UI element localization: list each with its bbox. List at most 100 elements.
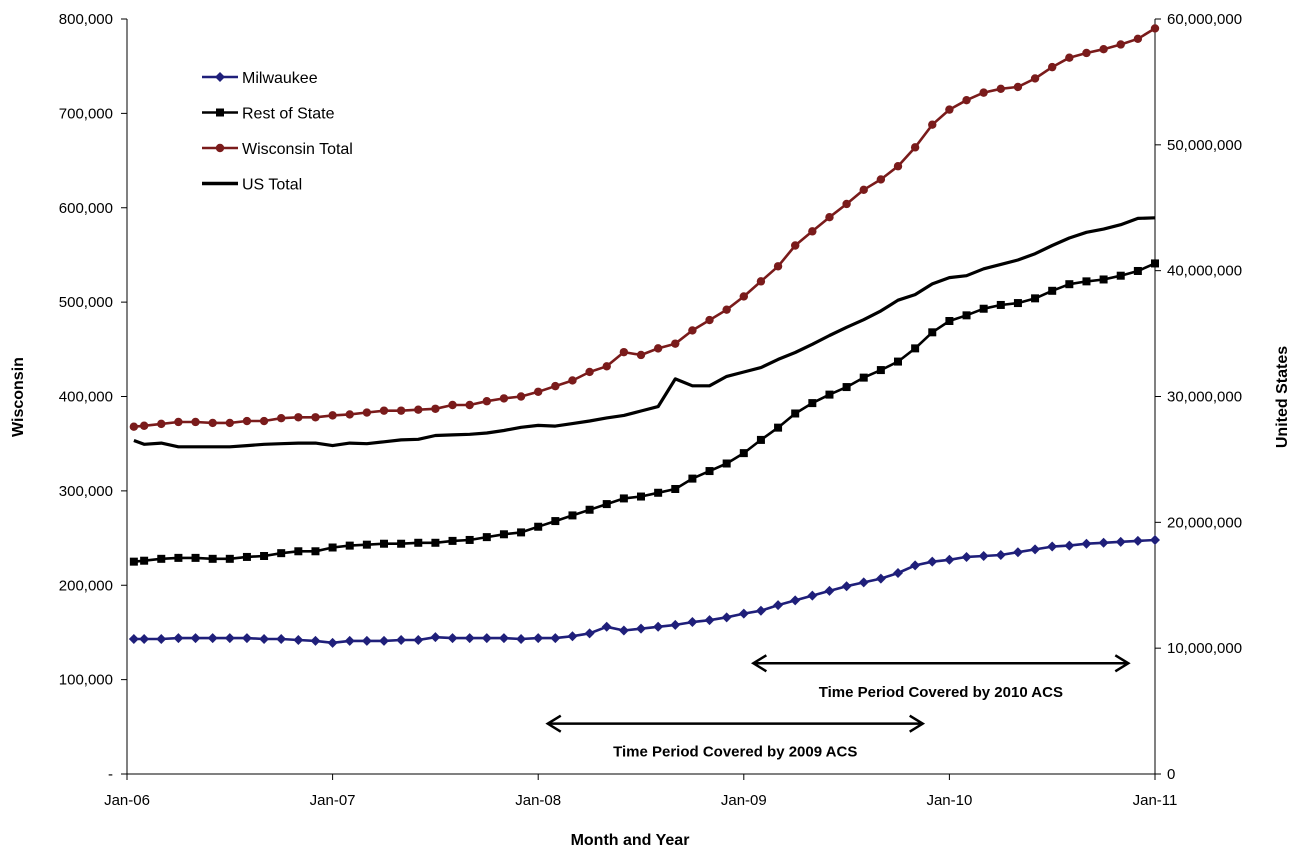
data-point-rest-of-state — [911, 344, 920, 353]
data-point-wisconsin-total — [979, 88, 988, 97]
data-point-rest-of-state — [534, 522, 543, 531]
legend-swatch-marker — [216, 108, 224, 117]
data-point-milwaukee — [755, 605, 766, 616]
data-point-milwaukee — [927, 556, 938, 567]
annotation-arrow-head-left — [545, 714, 562, 733]
data-point-milwaukee — [670, 619, 681, 630]
data-point-milwaukee — [464, 633, 475, 644]
data-point-wisconsin-total — [1150, 24, 1160, 33]
data-point-wisconsin-total — [174, 417, 183, 427]
x-tick-label: Jan-10 — [926, 792, 972, 809]
data-point-milwaukee — [276, 634, 287, 645]
data-point-milwaukee — [1132, 535, 1143, 546]
legend-item-rest-of-state: Rest of State — [202, 106, 335, 123]
right-tick-label: 20,000,000 — [1167, 514, 1242, 531]
data-point-rest-of-state — [277, 549, 286, 558]
data-point-rest-of-state — [688, 474, 697, 483]
legend-item-wisconsin-total: Wisconsin Total — [202, 141, 353, 158]
data-point-milwaukee — [413, 634, 424, 645]
data-point-wisconsin-total — [996, 84, 1005, 94]
data-point-milwaukee — [910, 560, 921, 571]
data-point-milwaukee — [790, 595, 801, 606]
data-point-milwaukee — [190, 633, 201, 644]
data-point-milwaukee — [1150, 534, 1160, 545]
data-point-milwaukee — [687, 617, 698, 628]
right-tick-label: 40,000,000 — [1167, 263, 1242, 280]
data-point-wisconsin-total — [739, 292, 748, 301]
data-point-wisconsin-total — [705, 315, 714, 325]
y2-axis-title: United States — [1274, 346, 1291, 448]
data-point-rest-of-state — [129, 557, 138, 566]
data-point-wisconsin-total — [1082, 48, 1091, 58]
data-point-wisconsin-total — [722, 305, 731, 314]
data-point-rest-of-state — [448, 536, 457, 545]
plot-frame — [126, 19, 1156, 775]
data-point-rest-of-state — [945, 317, 954, 325]
data-point-wisconsin-total — [1099, 45, 1108, 54]
data-point-wisconsin-total — [1116, 40, 1125, 49]
left-tick-label: 400,000 — [59, 389, 113, 406]
annotation-arrow-head-right — [909, 714, 926, 733]
data-point-rest-of-state — [859, 373, 868, 382]
data-point-rest-of-state — [140, 556, 149, 565]
x-tick-label: Jan-06 — [104, 792, 150, 809]
data-point-wisconsin-total — [945, 105, 954, 114]
left-tick-label: 200,000 — [59, 577, 113, 594]
data-point-rest-of-state — [791, 409, 800, 418]
data-point-milwaukee — [961, 551, 972, 562]
data-point-milwaukee — [430, 632, 441, 643]
annotation-arrow-head-left — [750, 654, 768, 673]
left-tick-label: - — [108, 766, 113, 783]
data-point-wisconsin-total — [1030, 74, 1040, 83]
data-point-wisconsin-total — [157, 419, 166, 429]
data-point-rest-of-state — [242, 552, 251, 561]
data-point-wisconsin-total — [962, 95, 971, 105]
data-point-wisconsin-total — [311, 413, 320, 422]
data-point-rest-of-state — [174, 553, 183, 562]
data-point-milwaukee — [361, 635, 372, 646]
data-point-milwaukee — [259, 634, 270, 645]
data-point-rest-of-state — [602, 500, 611, 509]
right-tick-label: 0 — [1167, 766, 1175, 783]
data-point-wisconsin-total — [362, 408, 372, 417]
data-point-milwaukee — [601, 621, 612, 632]
data-point-wisconsin-total — [773, 262, 783, 271]
data-point-wisconsin-total — [328, 411, 337, 420]
data-point-milwaukee — [344, 635, 355, 646]
data-point-wisconsin-total — [671, 339, 680, 348]
legend-swatch-marker — [215, 143, 225, 153]
x-tick-label: Jan-09 — [721, 792, 767, 809]
legend-swatch-marker — [215, 72, 225, 82]
data-point-rest-of-state — [397, 539, 406, 548]
series-wisconsin-total — [129, 24, 1160, 431]
series-us-total — [133, 216, 1156, 449]
legend-item-us-total: US Total — [202, 177, 302, 194]
data-point-wisconsin-total — [808, 227, 817, 236]
data-point-rest-of-state — [362, 540, 371, 549]
data-point-wisconsin-total — [277, 414, 286, 423]
data-point-rest-of-state — [208, 554, 217, 563]
annotation-layer: Time Period Covered by 2010 ACS Time Peri… — [545, 654, 1131, 760]
data-point-rest-of-state — [1031, 294, 1040, 303]
data-point-wisconsin-total — [636, 350, 646, 360]
data-point-rest-of-state — [654, 488, 663, 497]
left-tick-label: 500,000 — [59, 294, 113, 311]
data-point-rest-of-state — [637, 492, 645, 501]
data-point-rest-of-state — [1082, 277, 1091, 286]
data-point-wisconsin-total — [482, 397, 491, 406]
series-rest-of-state — [129, 259, 1159, 566]
data-point-wisconsin-total — [225, 418, 234, 428]
data-point-rest-of-state — [482, 533, 491, 542]
data-point-rest-of-state — [1065, 280, 1074, 289]
data-point-rest-of-state — [345, 541, 354, 550]
data-point-milwaukee — [1047, 541, 1058, 552]
data-point-rest-of-state — [894, 357, 902, 366]
data-point-milwaukee — [293, 634, 304, 645]
left-tick-label: 600,000 — [59, 200, 113, 217]
data-point-rest-of-state — [1151, 259, 1159, 268]
data-point-rest-of-state — [739, 449, 748, 458]
series-milwaukee — [128, 534, 1160, 648]
data-point-milwaukee — [533, 633, 544, 644]
right-tick-label: 30,000,000 — [1167, 389, 1242, 406]
data-point-milwaukee — [618, 625, 629, 636]
